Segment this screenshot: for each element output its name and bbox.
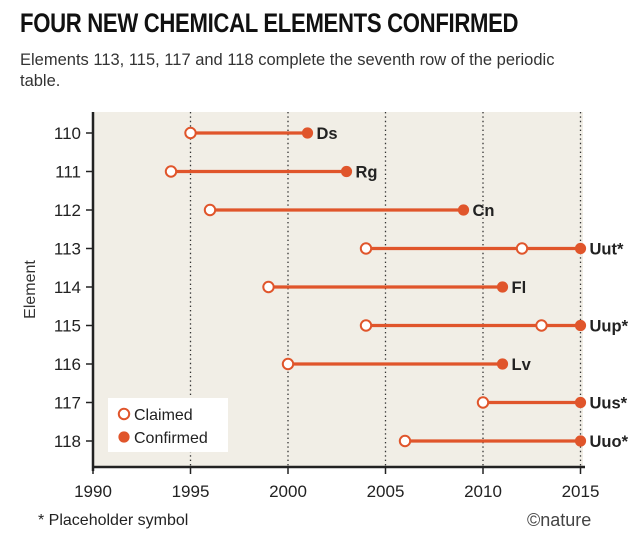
legend-claimed-label: Claimed bbox=[134, 407, 193, 424]
y-tick-label-113: 113 bbox=[54, 240, 81, 259]
confirmed-point-118 bbox=[574, 435, 587, 447]
symbol-label-115: Uup* bbox=[590, 318, 629, 336]
x-tick-label-2000: 2000 bbox=[269, 482, 307, 501]
confirmed-point-110 bbox=[301, 127, 314, 139]
claimed-point-113-2 bbox=[515, 242, 529, 255]
y-tick-label-111: 111 bbox=[55, 163, 81, 182]
chart-title: FOUR NEW CHEMICAL ELEMENTS CONFIRMED bbox=[20, 8, 519, 38]
confirmed-point-116 bbox=[496, 358, 509, 370]
symbol-label-110: Ds bbox=[317, 125, 338, 143]
confirmed-point-112 bbox=[457, 204, 470, 216]
y-tick-label-110: 110 bbox=[54, 124, 81, 143]
claimed-point-115-1 bbox=[359, 319, 373, 332]
axes: 1990 1995 2000 2005 2010 2015 110 111 112 113 114 1… bbox=[22, 112, 599, 501]
x-tick-label-1990: 1990 bbox=[74, 482, 112, 501]
claimed-point-116 bbox=[281, 357, 295, 371]
claimed-point-112 bbox=[203, 203, 217, 217]
y-tick-label-117: 117 bbox=[54, 394, 81, 413]
nature-credit: ©nature bbox=[527, 510, 592, 530]
confirmed-point-111 bbox=[340, 165, 353, 178]
confirmed-point-114 bbox=[496, 281, 509, 293]
symbol-label-111: Rg bbox=[356, 164, 378, 182]
y-tick-label-115: 115 bbox=[54, 317, 81, 336]
symbol-label-114: Fl bbox=[512, 279, 527, 297]
y-tick-label-118: 118 bbox=[54, 432, 81, 451]
claimed-point-118 bbox=[398, 434, 412, 448]
legend: Claimed Confirmed bbox=[108, 398, 228, 452]
y-tick-label-112: 112 bbox=[54, 201, 81, 220]
symbol-label-113: Uut* bbox=[590, 241, 624, 259]
y-tick-label-114: 114 bbox=[54, 278, 81, 297]
legend-claimed-marker bbox=[117, 407, 131, 421]
x-tick-label-2005: 2005 bbox=[367, 482, 405, 501]
claimed-point-110 bbox=[184, 126, 197, 140]
x-tick-label-1995: 1995 bbox=[172, 482, 210, 501]
legend-box bbox=[108, 398, 228, 452]
legend-confirmed-marker bbox=[118, 431, 130, 443]
symbol-label-116: Lv bbox=[512, 356, 532, 374]
y-tick-label-116: 116 bbox=[54, 355, 81, 374]
claimed-point-111 bbox=[164, 165, 178, 178]
claimed-point-115-2 bbox=[535, 319, 548, 332]
x-tick-label-2010: 2010 bbox=[464, 482, 502, 501]
y-axis-label: Element bbox=[22, 260, 39, 319]
claimed-point-113-1 bbox=[359, 242, 373, 255]
confirmed-point-115 bbox=[574, 319, 587, 332]
chart-subtitle: Elements 113, 115, 117 and 118 complete … bbox=[20, 51, 555, 90]
symbol-label-118: Uuo* bbox=[590, 433, 629, 451]
x-tick-label-2015: 2015 bbox=[562, 482, 600, 501]
confirmed-point-113 bbox=[574, 242, 587, 255]
data-marks: Ds Rg Cn Uut* Fl Uup* Lv Uus* Uuo* bbox=[164, 125, 629, 451]
confirmed-point-117 bbox=[574, 396, 587, 409]
symbol-label-117: Uus* bbox=[590, 395, 628, 413]
legend-confirmed-label: Confirmed bbox=[134, 430, 208, 447]
symbol-label-112: Cn bbox=[473, 202, 495, 220]
claimed-point-114 bbox=[262, 280, 275, 294]
footnote: * Placeholder symbol bbox=[38, 512, 189, 529]
claimed-point-117 bbox=[476, 396, 490, 409]
